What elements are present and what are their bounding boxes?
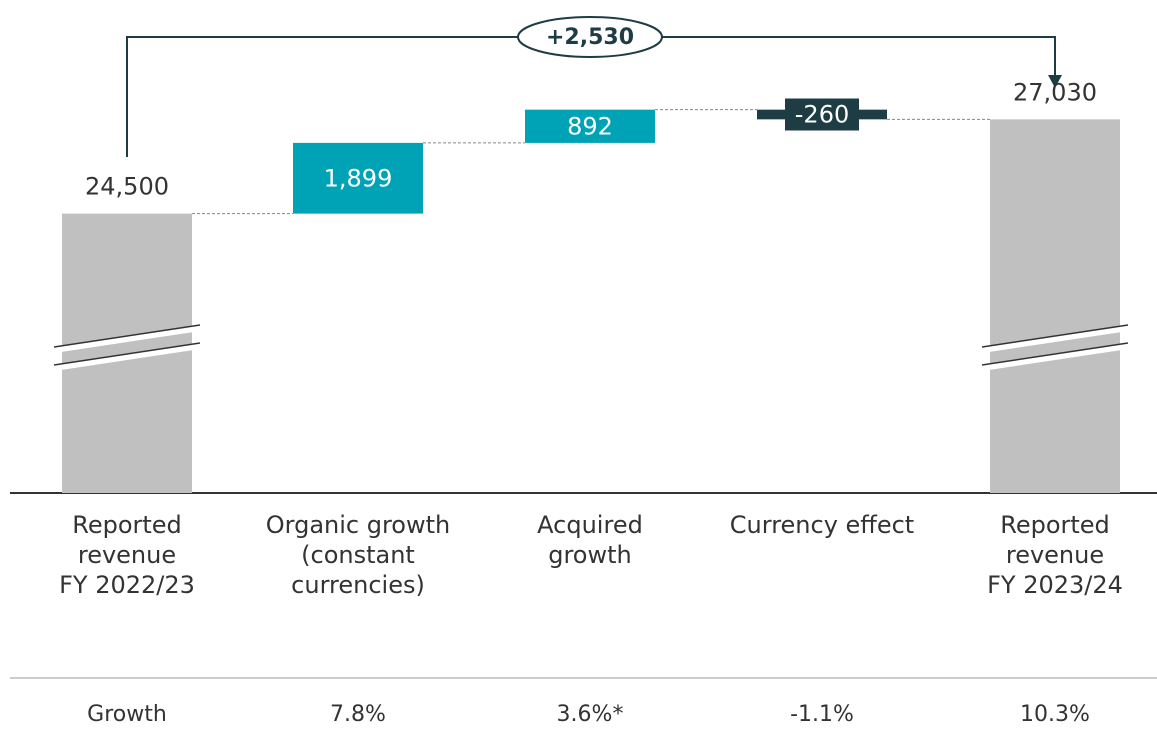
axis-break-edge bbox=[981, 324, 1129, 348]
axis-break bbox=[53, 325, 201, 353]
growth-value: 7.8% bbox=[330, 702, 386, 727]
value-label: 1,899 bbox=[324, 164, 393, 192]
annotation: +2,530 bbox=[546, 25, 634, 50]
axis-break-edge bbox=[53, 342, 201, 366]
value-label-box bbox=[785, 98, 859, 131]
row-label: Growth bbox=[87, 702, 167, 727]
value-label: 24,500 bbox=[85, 173, 169, 201]
value-label: -260 bbox=[795, 101, 849, 129]
bar bbox=[293, 142, 423, 214]
growth-value: 10.3% bbox=[1020, 702, 1090, 727]
axis-break bbox=[981, 325, 1129, 353]
value-label: 27,030 bbox=[1013, 78, 1097, 106]
growth-value: -1.1% bbox=[790, 702, 854, 727]
bar bbox=[990, 119, 1120, 493]
axis-break bbox=[53, 343, 201, 371]
arrow bbox=[1048, 75, 1062, 88]
x-tick-label: Organic growth (constant currencies) bbox=[265, 511, 451, 599]
x-tick-label: Currency effect bbox=[729, 511, 915, 539]
x-tick-label: Reported revenue FY 2022/23 bbox=[59, 511, 195, 599]
annotation-box bbox=[517, 16, 663, 58]
x-tick-label: Reported revenue FY 2023/24 bbox=[987, 511, 1123, 599]
axis-break-edge bbox=[981, 342, 1129, 366]
x-tick-label: Acquired growth bbox=[537, 511, 643, 569]
bar bbox=[525, 109, 655, 143]
axis-break-edge bbox=[53, 324, 201, 348]
growth-value: 3.6%* bbox=[556, 702, 624, 727]
value-label: 892 bbox=[567, 112, 613, 140]
axis-break bbox=[981, 343, 1129, 371]
